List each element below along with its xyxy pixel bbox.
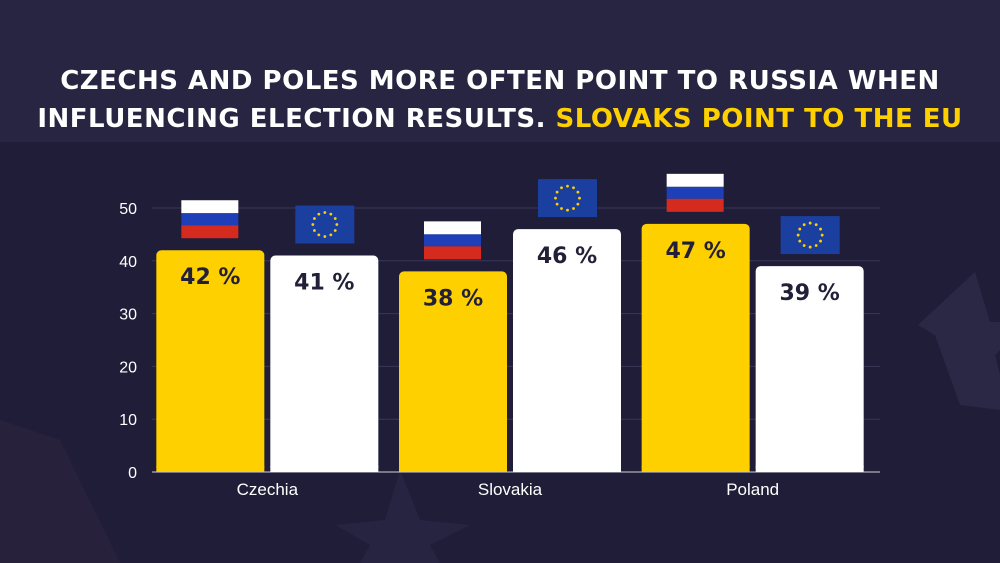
russia-flag-icon	[666, 173, 724, 212]
flag-star	[819, 227, 822, 231]
bar-base	[270, 466, 379, 472]
bar-base	[399, 466, 507, 472]
chart-title: Czechs and Poles more often point to Rus…	[0, 62, 1000, 138]
flag-star	[317, 212, 321, 216]
background-star-icon	[335, 470, 470, 563]
flag-star	[323, 235, 327, 238]
flag-star	[329, 233, 333, 237]
flag-star	[311, 223, 315, 226]
flag-star	[796, 233, 800, 237]
flag-stripe	[424, 246, 481, 260]
flag-star	[317, 233, 321, 237]
title-highlight: Slovaks point to the EU	[555, 104, 963, 134]
bar-base	[513, 466, 621, 472]
data-label: 46 %	[537, 244, 597, 269]
flag-star	[578, 196, 581, 200]
x-category-label: Poland	[726, 480, 779, 499]
flag-star	[808, 245, 812, 249]
labels-layer: 0 10 20 30 40 50 42 % 41 % Czechia 38 % 46 % Slovak…	[119, 173, 840, 499]
flag-star	[814, 223, 818, 227]
flag-star	[555, 202, 559, 206]
background-stripe	[0, 420, 120, 563]
flag-star	[555, 190, 559, 194]
flag-star	[802, 223, 806, 227]
y-tick-label: 0	[128, 465, 137, 482]
flag-star	[566, 208, 569, 212]
y-tick-label: 50	[119, 201, 137, 218]
bar	[513, 229, 621, 472]
flag-star	[333, 217, 337, 220]
flag-star	[313, 217, 316, 220]
bar	[755, 266, 864, 472]
title-line-1: Czechs and Poles more often point to Rus…	[60, 66, 940, 96]
y-tick-label: 10	[119, 412, 137, 429]
flag-star	[802, 244, 806, 247]
flag-stripe	[666, 186, 724, 199]
title-line-2: influencing election results. Slovaks po…	[0, 100, 1000, 138]
flag-star	[333, 229, 337, 232]
flag-star	[323, 211, 327, 214]
flag-star	[335, 223, 339, 226]
flag-stripe	[181, 225, 239, 239]
flag-star	[313, 229, 316, 232]
flag-stripe	[181, 213, 239, 226]
flag-star	[572, 186, 575, 190]
data-label: 47 %	[666, 239, 726, 264]
bar-base	[755, 466, 864, 472]
flag-star	[566, 184, 569, 188]
data-label: 41 %	[294, 271, 354, 296]
flag-star	[798, 227, 802, 231]
flag-star	[814, 244, 818, 247]
eu-flag-icon	[780, 216, 840, 255]
flag-star	[576, 190, 580, 194]
bar	[270, 255, 379, 472]
flag-star	[808, 221, 812, 225]
title-line-2-plain: influencing election results.	[37, 104, 546, 134]
flag-star	[819, 239, 822, 243]
eu-flag-icon	[538, 179, 597, 218]
data-label: 42 %	[180, 265, 240, 290]
bar	[641, 223, 750, 472]
flag-stripe	[666, 173, 724, 187]
flag-star	[798, 239, 802, 243]
flag-star	[329, 212, 333, 216]
x-category-label: Slovakia	[478, 480, 543, 499]
bar	[399, 271, 507, 472]
bar	[156, 250, 265, 472]
flag-stripe	[424, 221, 481, 235]
y-tick-label: 30	[119, 307, 137, 324]
background-star-icon	[918, 272, 1000, 410]
russia-flag-icon	[424, 221, 481, 260]
bar-base	[156, 466, 265, 472]
flag-star	[820, 233, 824, 237]
y-tick-label: 40	[119, 254, 137, 271]
flag-star	[560, 207, 563, 210]
russia-flag-icon	[181, 200, 239, 239]
bars-layer	[156, 223, 864, 472]
data-label: 38 %	[423, 286, 483, 311]
data-label: 39 %	[780, 281, 840, 306]
flag-stripe	[424, 234, 481, 247]
flag-star	[572, 207, 575, 210]
flag-stripe	[666, 198, 724, 212]
y-tick-label: 20	[119, 359, 137, 376]
bar-base	[641, 466, 750, 472]
flag-stripe	[181, 200, 239, 214]
flag-star	[576, 202, 580, 206]
flag-star	[554, 196, 557, 200]
flag-star	[560, 186, 563, 190]
eu-flag-icon	[295, 205, 355, 244]
x-category-label: Czechia	[237, 480, 299, 499]
